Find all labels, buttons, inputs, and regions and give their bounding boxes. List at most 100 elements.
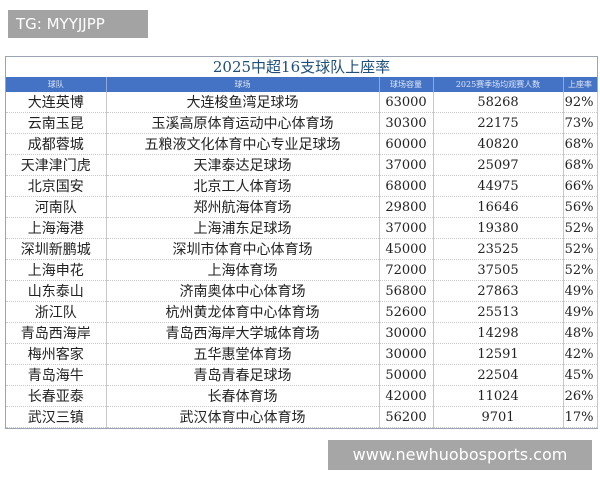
capacity-cell: 72000 — [379, 259, 434, 281]
attendance-cell: 14298 — [433, 322, 564, 344]
attendance-cell: 40820 — [433, 133, 564, 155]
team-cell: 长春亚泰 — [6, 385, 107, 407]
attendance-table: 2025中超16支球队上座率 球队 球场 球场容量 2025赛季场均观赛人数 上座率 大… — [5, 56, 598, 429]
table-row: 上海申花 上海体育场 72000 37505 52% — [6, 259, 598, 281]
team-cell: 天津津门虎 — [6, 154, 107, 176]
column-header: 球队 — [6, 77, 107, 92]
team-cell: 梅州客家 — [6, 343, 107, 365]
rate-cell: 66% — [563, 175, 598, 197]
stadium-cell: 五粮液文化体育中心专业足球场 — [106, 133, 380, 155]
stadium-cell: 青岛西海岸大学城体育场 — [106, 322, 380, 344]
table-row: 武汉三镇 武汉体育中心体育场 56200 9701 17% — [6, 406, 598, 428]
capacity-cell: 37000 — [379, 154, 434, 176]
capacity-cell: 30300 — [379, 112, 434, 134]
table-row: 成都蓉城 五粮液文化体育中心专业足球场 60000 40820 68% — [6, 133, 598, 155]
capacity-cell: 50000 — [379, 364, 434, 386]
team-cell: 上海海港 — [6, 217, 107, 239]
attendance-cell: 25513 — [433, 301, 564, 323]
table-row: 大连英博 大连梭鱼湾足球场 63000 58268 92% — [6, 92, 598, 113]
stadium-cell: 玉溪高原体育运动中心体育场 — [106, 112, 380, 134]
attendance-cell: 19380 — [433, 217, 564, 239]
team-cell: 云南玉昆 — [6, 112, 107, 134]
attendance-cell: 9701 — [433, 406, 564, 428]
stadium-cell: 天津泰达足球场 — [106, 154, 380, 176]
attendance-cell: 22175 — [433, 112, 564, 134]
rate-cell: 42% — [563, 343, 598, 365]
table-title: 2025中超16支球队上座率 — [212, 58, 391, 76]
rate-cell: 52% — [563, 217, 598, 239]
capacity-cell: 56200 — [379, 406, 434, 428]
stadium-cell: 深圳市体育中心体育场 — [106, 238, 380, 260]
stadium-cell: 长春体育场 — [106, 385, 380, 407]
team-cell: 北京国安 — [6, 175, 107, 197]
rate-cell: 45% — [563, 364, 598, 386]
stadium-cell: 北京工人体育场 — [106, 175, 380, 197]
rate-cell: 92% — [563, 92, 598, 113]
capacity-cell: 45000 — [379, 238, 434, 260]
table-row: 青岛西海岸 青岛西海岸大学城体育场 30000 14298 48% — [6, 322, 598, 344]
table-row: 天津津门虎 天津泰达足球场 37000 25097 68% — [6, 154, 598, 176]
rate-cell: 52% — [563, 259, 598, 281]
capacity-cell: 52600 — [379, 301, 434, 323]
stadium-cell: 武汉体育中心体育场 — [106, 406, 380, 428]
team-cell: 大连英博 — [6, 92, 107, 113]
table-row: 山东泰山 济南奥体中心体育场 56800 27863 49% — [6, 280, 598, 302]
attendance-cell: 11024 — [433, 385, 564, 407]
column-header: 球场容量 — [379, 77, 434, 92]
column-header: 2025赛季场均观赛人数 — [433, 77, 564, 92]
stadium-cell: 五华惠堂体育场 — [106, 343, 380, 365]
site-watermark-label: www.newhuobosports.com — [328, 440, 592, 470]
column-header: 上座率 — [563, 77, 598, 92]
capacity-cell: 63000 — [379, 92, 434, 113]
stadium-cell: 上海体育场 — [106, 259, 380, 281]
rate-cell: 49% — [563, 280, 598, 302]
attendance-cell: 25097 — [433, 154, 564, 176]
attendance-cell: 27863 — [433, 280, 564, 302]
table-row: 长春亚泰 长春体育场 42000 11024 26% — [6, 385, 598, 407]
team-cell: 河南队 — [6, 196, 107, 218]
capacity-cell: 37000 — [379, 217, 434, 239]
table-row: 浙江队 杭州黄龙体育中心体育场 52600 25513 49% — [6, 301, 598, 323]
team-cell: 深圳新鹏城 — [6, 238, 107, 260]
stadium-cell: 上海浦东足球场 — [106, 217, 380, 239]
capacity-cell: 29800 — [379, 196, 434, 218]
rate-cell: 48% — [563, 322, 598, 344]
team-cell: 山东泰山 — [6, 280, 107, 302]
attendance-cell: 44975 — [433, 175, 564, 197]
capacity-cell: 56800 — [379, 280, 434, 302]
rate-cell: 73% — [563, 112, 598, 134]
table-row: 云南玉昆 玉溪高原体育运动中心体育场 30300 22175 73% — [6, 112, 598, 134]
table-row: 上海海港 上海浦东足球场 37000 19380 52% — [6, 217, 598, 239]
stadium-cell: 济南奥体中心体育场 — [106, 280, 380, 302]
table-row: 梅州客家 五华惠堂体育场 30000 12591 42% — [6, 343, 598, 365]
team-cell: 武汉三镇 — [6, 406, 107, 428]
attendance-cell: 22504 — [433, 364, 564, 386]
team-cell: 青岛海牛 — [6, 364, 107, 386]
capacity-cell: 30000 — [379, 343, 434, 365]
capacity-cell: 42000 — [379, 385, 434, 407]
stadium-cell: 青岛青春足球场 — [106, 364, 380, 386]
table-row: 河南队 郑州航海体育场 29800 16646 56% — [6, 196, 598, 218]
stadium-cell: 郑州航海体育场 — [106, 196, 380, 218]
table-row: 深圳新鹏城 深圳市体育中心体育场 45000 23525 52% — [6, 238, 598, 260]
attendance-cell: 58268 — [433, 92, 564, 113]
rate-cell: 56% — [563, 196, 598, 218]
rate-cell: 52% — [563, 238, 598, 260]
team-cell: 成都蓉城 — [6, 133, 107, 155]
capacity-cell: 60000 — [379, 133, 434, 155]
stadium-cell: 大连梭鱼湾足球场 — [106, 92, 380, 113]
attendance-cell: 12591 — [433, 343, 564, 365]
rate-cell: 68% — [563, 154, 598, 176]
table-row: 青岛海牛 青岛青春足球场 50000 22504 45% — [6, 364, 598, 386]
tg-overlay-label: TG: MYYJJPP — [8, 10, 148, 38]
rate-cell: 49% — [563, 301, 598, 323]
rate-cell: 68% — [563, 133, 598, 155]
stadium-cell: 杭州黄龙体育中心体育场 — [106, 301, 380, 323]
attendance-cell: 37505 — [433, 259, 564, 281]
table-row: 北京国安 北京工人体育场 68000 44975 66% — [6, 175, 598, 197]
column-header: 球场 — [106, 77, 380, 92]
team-cell: 青岛西海岸 — [6, 322, 107, 344]
rate-cell: 17% — [563, 406, 598, 428]
attendance-cell: 16646 — [433, 196, 564, 218]
capacity-cell: 30000 — [379, 322, 434, 344]
